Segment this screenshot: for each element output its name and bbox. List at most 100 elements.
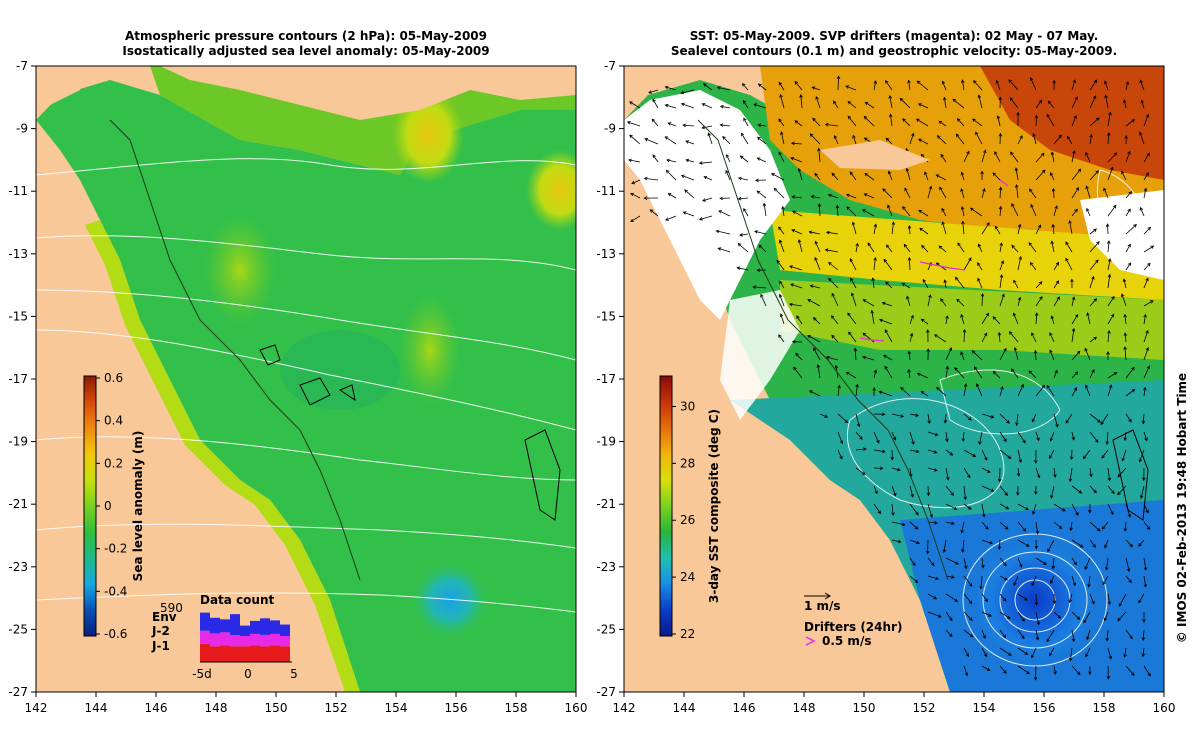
left-ytick-label: -11 xyxy=(8,184,28,198)
velocity-arrowhead xyxy=(873,80,878,85)
velocity-arrowhead xyxy=(1129,543,1133,548)
right-xtick-label: 144 xyxy=(673,701,696,715)
velocity-arrow xyxy=(1089,79,1098,91)
velocity-arrowhead xyxy=(1032,511,1036,515)
velocity-arrow xyxy=(726,154,731,163)
velocity-arrowhead xyxy=(810,195,815,199)
left-lime-anomaly-2 xyxy=(400,295,460,405)
velocity-arrow xyxy=(927,485,929,496)
velocity-arrow xyxy=(999,413,1010,424)
velocity-arrowhead xyxy=(756,157,761,161)
velocity-arrowhead xyxy=(1146,365,1150,370)
velocity-arrow xyxy=(1035,224,1041,235)
velocity-arrowhead xyxy=(863,137,868,141)
velocity-arrowhead xyxy=(907,225,912,229)
velocity-arrowhead xyxy=(1013,279,1017,284)
velocity-arrowhead xyxy=(667,122,672,126)
velocity-arrow xyxy=(1089,485,1097,494)
velocity-arrowhead xyxy=(961,438,966,442)
velocity-arrow xyxy=(944,413,947,423)
left-title-line2: Isostatically adjusted sea level anomaly… xyxy=(122,44,489,58)
velocity-arrow xyxy=(1035,629,1039,640)
velocity-arrowhead xyxy=(873,223,878,228)
velocity-arrow xyxy=(1086,186,1091,199)
velocity-arrowhead xyxy=(1117,617,1121,622)
velocity-arrowhead xyxy=(1146,526,1151,530)
velocity-arrow xyxy=(1107,258,1111,271)
velocity-arrowhead xyxy=(942,96,947,101)
velocity-arrow xyxy=(1121,293,1127,307)
velocity-arrowhead xyxy=(977,94,982,99)
velocity-arrow xyxy=(908,257,911,271)
velocity-arrowhead xyxy=(1110,511,1114,516)
velocity-arrow xyxy=(665,215,677,221)
velocity-arrow xyxy=(1123,99,1127,109)
velocity-arrow xyxy=(811,196,821,199)
velocity-arrowhead xyxy=(779,313,784,317)
velocity-arrow xyxy=(1125,367,1135,379)
velocity-arrowhead xyxy=(936,386,940,391)
velocity-arrowhead xyxy=(1085,151,1089,156)
velocity-arrowhead xyxy=(907,256,912,261)
velocity-arrow xyxy=(628,159,641,163)
velocity-arrow xyxy=(1117,485,1127,495)
velocity-arrowhead xyxy=(1091,368,1095,373)
velocity-arrow xyxy=(862,356,875,361)
velocity-arrowhead xyxy=(862,355,866,360)
velocity-arrow xyxy=(1140,485,1145,499)
velocity-arrowhead xyxy=(1055,423,1059,428)
velocity-arrowhead xyxy=(988,613,992,617)
right-map: SST: 05-May-2009. SVP drifters (magenta)… xyxy=(596,29,1175,715)
velocity-arrowhead xyxy=(1110,313,1115,318)
velocity-arrow xyxy=(1035,115,1037,127)
velocity-arrow xyxy=(934,334,947,343)
velocity-arrow xyxy=(891,431,896,441)
velocity-arrowhead xyxy=(1015,422,1019,427)
velocity-arrowhead xyxy=(902,118,906,122)
velocity-arrowhead xyxy=(1050,151,1055,156)
velocity-arrowhead xyxy=(885,244,890,249)
velocity-arrow xyxy=(943,97,947,109)
velocity-arrowhead xyxy=(941,80,946,85)
velocity-arrow xyxy=(962,80,965,91)
velocity-arrow xyxy=(981,188,985,199)
colorbar-tick-label: -0.6 xyxy=(104,627,127,641)
velocity-arrowhead xyxy=(985,526,989,530)
velocity-arrow xyxy=(992,316,1001,325)
velocity-arrowhead xyxy=(1034,460,1038,464)
velocity-arrow xyxy=(1031,575,1037,586)
velocity-arrowhead xyxy=(1034,602,1039,606)
velocity-arrow xyxy=(665,86,677,91)
velocity-arrowhead xyxy=(1142,477,1146,482)
velocity-arrowhead xyxy=(928,294,932,298)
velocity-arrowhead xyxy=(862,332,867,337)
velocity-arrow xyxy=(980,575,983,589)
velocity-arrow xyxy=(999,575,1008,581)
velocity-arrow xyxy=(807,335,821,343)
velocity-arrowhead xyxy=(1123,654,1127,658)
velocity-arrowhead xyxy=(962,328,967,333)
velocity-arrowhead xyxy=(1049,455,1053,460)
velocity-arrowhead xyxy=(1014,184,1019,188)
velocity-arrowhead xyxy=(990,415,995,419)
data-count-bar-j2 xyxy=(250,633,260,646)
velocity-arrowhead xyxy=(644,138,649,142)
velocity-arrowhead xyxy=(685,158,690,163)
velocity-arrowhead xyxy=(1117,491,1121,496)
velocity-arrowhead xyxy=(1030,77,1034,81)
velocity-arrowhead xyxy=(1101,454,1105,459)
velocity-arrowhead xyxy=(1072,150,1076,154)
velocity-arrow xyxy=(1087,312,1091,325)
velocity-arrow xyxy=(977,262,983,271)
velocity-arrow xyxy=(1143,557,1147,571)
velocity-arrow xyxy=(999,243,1002,253)
velocity-arrowhead xyxy=(1104,94,1108,99)
velocity-arrowhead xyxy=(1069,456,1074,461)
velocity-arrow xyxy=(963,485,966,500)
velocity-arrowhead xyxy=(983,653,988,658)
velocity-arrowhead xyxy=(1035,636,1040,641)
velocity-arrow xyxy=(1053,413,1058,428)
velocity-arrowhead xyxy=(649,209,654,213)
velocity-arrow xyxy=(999,629,1006,638)
velocity-arrowhead xyxy=(1128,418,1132,423)
